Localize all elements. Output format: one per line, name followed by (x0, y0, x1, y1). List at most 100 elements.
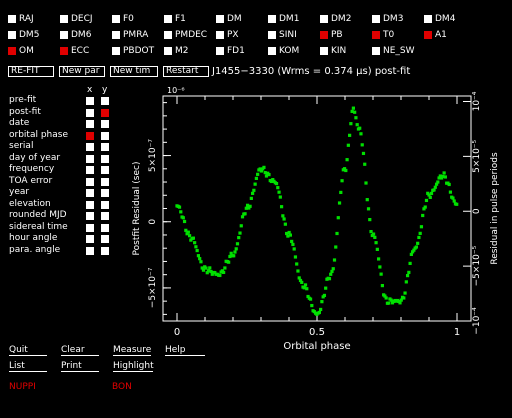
plot-option-x-checkbox[interactable] (86, 97, 94, 105)
data-point (404, 280, 408, 284)
help-button[interactable]: Help (165, 345, 205, 356)
nuppi-label[interactable]: NUPPI (9, 382, 36, 392)
data-point (308, 297, 313, 301)
param-checkbox-sini[interactable] (268, 31, 276, 39)
plot-option-y-checkbox[interactable] (101, 143, 109, 151)
plot-option-y-checkbox[interactable] (101, 246, 109, 255)
new-tim-button[interactable]: New tim (110, 66, 158, 77)
param-checkbox-dm2[interactable] (320, 15, 328, 23)
plot-option-x-checkbox[interactable] (86, 212, 94, 220)
plot-option-x-checkbox[interactable] (86, 246, 94, 255)
data-point (302, 286, 306, 290)
plot-option-label: day of year (9, 152, 61, 163)
data-point (244, 206, 248, 210)
plot-option-y-checkbox[interactable] (101, 223, 109, 232)
data-point (345, 158, 349, 162)
param-checkbox-om[interactable] (8, 47, 16, 55)
data-point (339, 190, 343, 195)
data-point (186, 230, 190, 234)
data-point (181, 216, 185, 220)
data-point (330, 269, 334, 274)
plot-option-x-checkbox[interactable] (86, 223, 94, 232)
plot-option-x-checkbox[interactable] (86, 154, 94, 163)
data-point (209, 269, 213, 274)
param-checkbox-pb[interactable] (320, 31, 328, 39)
param-checkbox-dm3[interactable] (372, 15, 380, 23)
param-checkbox-decj[interactable] (60, 15, 68, 23)
plot-option-x-checkbox[interactable] (86, 200, 94, 209)
param-checkbox-ecc[interactable] (60, 47, 68, 55)
plot-option-x-checkbox[interactable] (86, 120, 94, 128)
param-checkbox-pmra[interactable] (112, 31, 120, 39)
param-checkbox-f0[interactable] (112, 15, 120, 23)
param-label-kom: KOM (279, 46, 300, 56)
param-checkbox-m2[interactable] (164, 47, 172, 55)
clear-button[interactable]: Clear (61, 345, 99, 356)
plot-option-y-checkbox[interactable] (101, 189, 109, 197)
plot-option-y-checkbox[interactable] (101, 212, 109, 220)
param-checkbox-kin[interactable] (320, 47, 328, 55)
list-button[interactable]: List (9, 361, 47, 372)
plot-option-y-checkbox[interactable] (101, 120, 109, 128)
quit-button[interactable]: Quit (9, 345, 47, 356)
param-checkbox-dm[interactable] (216, 15, 224, 23)
param-checkbox-dm4[interactable] (424, 15, 432, 23)
data-point (398, 301, 402, 305)
param-checkbox-pmdec[interactable] (164, 31, 172, 39)
plot-option-label: elevation (9, 198, 51, 209)
data-point (327, 277, 332, 281)
data-point (247, 206, 251, 210)
bon-label[interactable]: BON (112, 382, 132, 392)
plot-option-x-checkbox[interactable] (86, 108, 94, 117)
param-checkbox-fd1[interactable] (216, 47, 224, 55)
param-checkbox-raj[interactable] (8, 15, 16, 23)
measure-button[interactable]: Measure (113, 345, 152, 356)
param-checkbox-a1[interactable] (424, 31, 432, 39)
param-checkbox-dm1[interactable] (268, 15, 276, 23)
highlight-button[interactable]: Highlight (113, 361, 154, 372)
param-checkbox-dm6[interactable] (60, 31, 68, 39)
plot-option-y-checkbox[interactable] (101, 131, 109, 140)
data-point (416, 241, 420, 245)
param-checkbox-ne_sw[interactable] (372, 47, 380, 55)
plot-option-y-checkbox[interactable] (101, 154, 109, 163)
param-checkbox-t0[interactable] (372, 31, 380, 39)
plot-option-x-checkbox[interactable] (86, 189, 94, 197)
data-point (300, 280, 304, 284)
data-point (349, 122, 353, 126)
plot-option-y-checkbox[interactable] (101, 177, 109, 186)
param-checkbox-px[interactable] (216, 31, 224, 39)
data-point (276, 186, 280, 190)
plot-option-y-checkbox[interactable] (101, 97, 109, 105)
plot-option-y-checkbox[interactable] (101, 235, 109, 243)
data-point (418, 231, 422, 235)
plot-option-x-checkbox[interactable] (86, 177, 94, 186)
param-label-pmra: PMRA (123, 30, 149, 40)
param-checkbox-kom[interactable] (268, 47, 276, 55)
data-point (286, 234, 290, 238)
right-axis-label: Residual in pulse periods (490, 152, 500, 265)
plot-option-x-checkbox[interactable] (86, 235, 94, 243)
param-checkbox-pbdot[interactable] (112, 47, 120, 55)
plot-option-y-checkbox[interactable] (101, 166, 109, 174)
data-point (424, 198, 429, 203)
plot-option-y-checkbox[interactable] (101, 108, 109, 117)
plot-option-label: year (9, 187, 30, 197)
data-point (337, 201, 342, 205)
param-checkbox-f1[interactable] (164, 15, 172, 23)
plot-option-label: sidereal time (9, 221, 68, 232)
plot-option-x-checkbox[interactable] (86, 131, 94, 140)
data-point (417, 235, 421, 240)
data-point (182, 219, 187, 224)
data-point (363, 162, 367, 166)
param-checkbox-dm5[interactable] (8, 31, 16, 39)
data-point (177, 205, 182, 209)
plot-option-x-checkbox[interactable] (86, 166, 94, 174)
restart-button[interactable]: Restart (163, 66, 209, 77)
plot-option-y-checkbox[interactable] (101, 200, 109, 209)
new-par-button[interactable]: New par (59, 66, 105, 77)
plot-option-x-checkbox[interactable] (86, 143, 94, 151)
refit-button[interactable]: RE-FIT (8, 66, 54, 77)
print-button[interactable]: Print (61, 361, 99, 372)
data-point (436, 180, 440, 184)
